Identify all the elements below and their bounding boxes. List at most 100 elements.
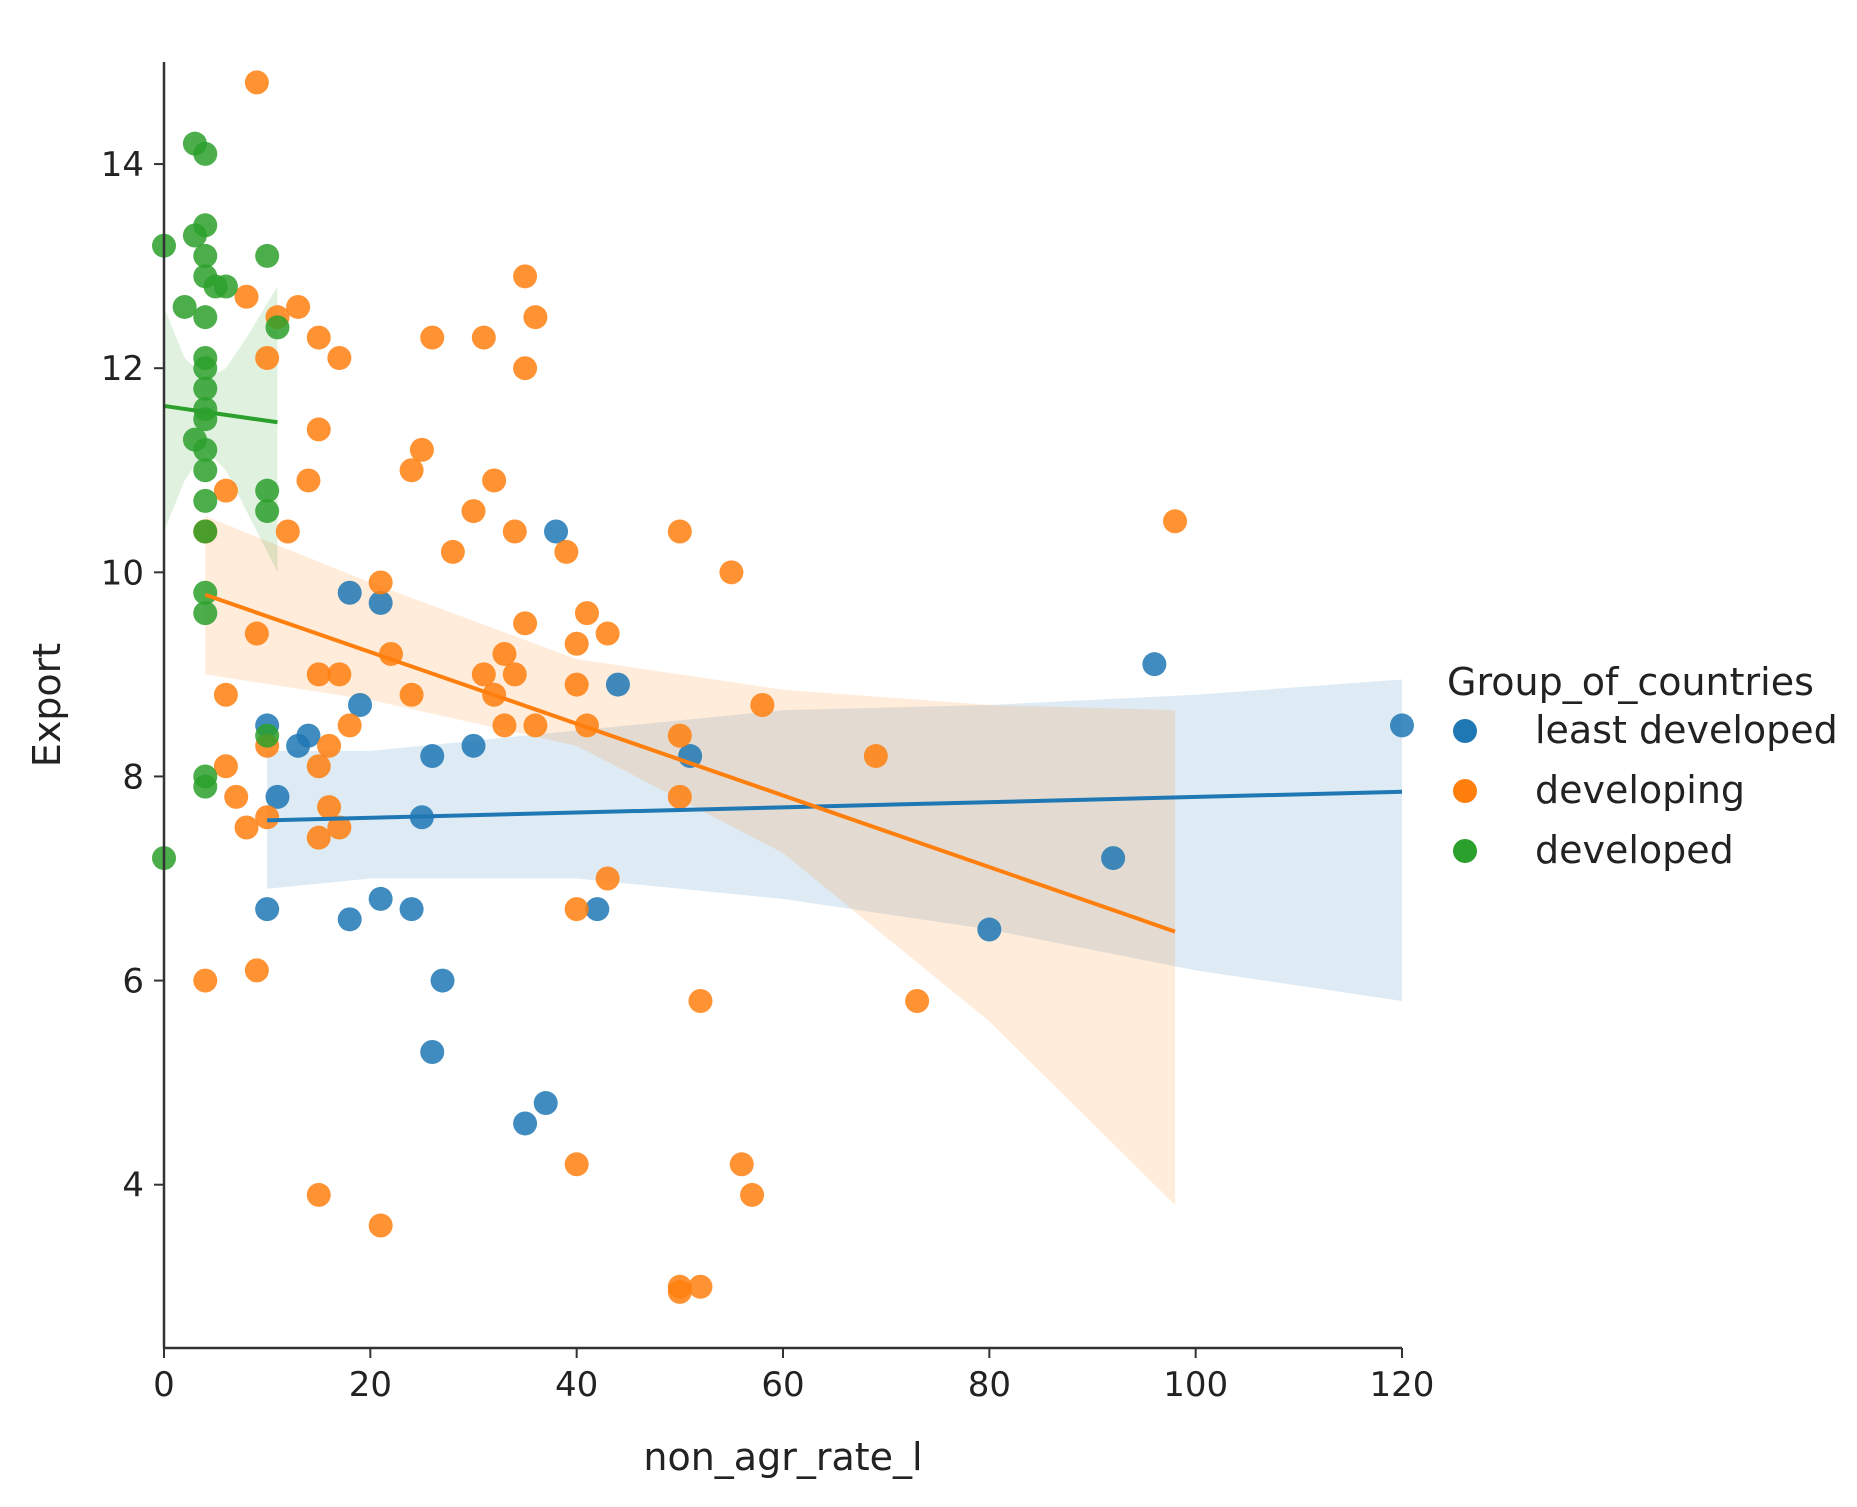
point-developing bbox=[554, 539, 579, 564]
point-least-developed bbox=[461, 733, 486, 758]
point-developed bbox=[193, 376, 218, 401]
y-tick-label: 6 bbox=[122, 962, 144, 1002]
point-developed bbox=[193, 774, 218, 799]
ci-band-least-developed bbox=[267, 679, 1403, 1001]
x-tick-label: 100 bbox=[1163, 1365, 1228, 1405]
point-developed bbox=[193, 243, 218, 268]
point-developing bbox=[863, 744, 888, 769]
point-developing bbox=[719, 560, 744, 585]
point-developing bbox=[564, 672, 589, 697]
point-developed bbox=[193, 601, 218, 626]
point-developed bbox=[193, 488, 218, 513]
y-axis-title: Export bbox=[25, 643, 69, 767]
legend-label: developing bbox=[1535, 768, 1745, 812]
x-tick-label: 60 bbox=[761, 1365, 804, 1405]
point-developing bbox=[667, 519, 692, 544]
point-developing bbox=[213, 478, 238, 503]
point-least-developed bbox=[368, 590, 393, 615]
point-developing bbox=[471, 662, 496, 687]
point-developing bbox=[286, 294, 311, 319]
point-developed bbox=[193, 213, 218, 238]
point-developing bbox=[440, 539, 465, 564]
point-developing bbox=[688, 988, 713, 1013]
point-developing bbox=[327, 345, 352, 370]
point-developing bbox=[667, 723, 692, 748]
point-least-developed bbox=[420, 744, 445, 769]
legend-title: Group_of_countries bbox=[1447, 660, 1814, 704]
point-developing bbox=[327, 815, 352, 840]
point-least-developed bbox=[585, 897, 610, 922]
x-tick-label: 120 bbox=[1370, 1365, 1435, 1405]
point-developing bbox=[317, 795, 342, 820]
point-developing bbox=[306, 325, 331, 350]
point-least-developed bbox=[977, 917, 1002, 942]
point-developing bbox=[513, 264, 538, 289]
point-least-developed bbox=[296, 723, 321, 748]
point-developing bbox=[244, 958, 269, 983]
point-developing bbox=[306, 662, 331, 687]
point-developed bbox=[172, 294, 197, 319]
point-developing bbox=[502, 519, 527, 544]
point-least-developed bbox=[399, 897, 424, 922]
point-developed bbox=[193, 458, 218, 483]
point-developing bbox=[234, 815, 259, 840]
point-developing bbox=[688, 1274, 713, 1299]
point-developing bbox=[729, 1152, 754, 1177]
point-developing bbox=[368, 570, 393, 595]
legend-marker bbox=[1453, 839, 1477, 863]
point-developing bbox=[234, 284, 259, 309]
point-developing bbox=[513, 356, 538, 381]
point-developing bbox=[213, 682, 238, 707]
y-tick-label: 14 bbox=[101, 145, 144, 185]
fit-line-developing bbox=[204, 592, 1176, 934]
point-developing bbox=[296, 468, 321, 493]
point-developing bbox=[667, 784, 692, 809]
point-least-developed bbox=[420, 1040, 445, 1065]
point-developing bbox=[213, 754, 238, 779]
point-developed bbox=[193, 519, 218, 544]
point-developed bbox=[255, 243, 280, 268]
point-developing bbox=[368, 1213, 393, 1238]
point-developing bbox=[255, 805, 280, 830]
x-tick-label: 40 bbox=[555, 1365, 598, 1405]
point-developed bbox=[193, 356, 218, 381]
point-developing bbox=[523, 305, 548, 330]
point-developing bbox=[306, 417, 331, 442]
point-developing bbox=[275, 519, 300, 544]
point-developed bbox=[193, 141, 218, 166]
ci-bands bbox=[164, 286, 1403, 1206]
point-least-developed bbox=[337, 907, 362, 932]
point-least-developed bbox=[337, 580, 362, 605]
point-least-developed bbox=[265, 784, 290, 809]
y-tick-label: 8 bbox=[122, 757, 144, 797]
point-developing bbox=[420, 325, 445, 350]
point-developed bbox=[255, 499, 280, 524]
point-developed bbox=[265, 315, 290, 340]
point-least-developed bbox=[255, 897, 280, 922]
point-developing bbox=[244, 70, 269, 95]
point-developing bbox=[564, 1152, 589, 1177]
point-developing bbox=[564, 631, 589, 656]
point-developing bbox=[564, 897, 589, 922]
fit-line-developed bbox=[163, 403, 278, 425]
point-developing bbox=[306, 754, 331, 779]
point-developing bbox=[409, 437, 434, 462]
point-developing bbox=[224, 784, 249, 809]
y-tick-label: 4 bbox=[122, 1166, 144, 1206]
point-developing bbox=[399, 682, 424, 707]
x-tick-label: 0 bbox=[153, 1365, 175, 1405]
point-least-developed bbox=[533, 1091, 558, 1116]
point-developing bbox=[492, 641, 517, 666]
scatter-points bbox=[152, 70, 1414, 1304]
point-least-developed bbox=[605, 672, 630, 697]
point-developed bbox=[255, 723, 280, 748]
point-least-developed bbox=[1390, 713, 1414, 738]
point-developing bbox=[317, 733, 342, 758]
y-tick-label: 10 bbox=[101, 553, 144, 593]
point-developed bbox=[193, 437, 218, 462]
point-developing bbox=[502, 662, 527, 687]
point-least-developed bbox=[348, 693, 373, 717]
point-developing bbox=[740, 1182, 765, 1207]
point-developing bbox=[399, 458, 424, 483]
